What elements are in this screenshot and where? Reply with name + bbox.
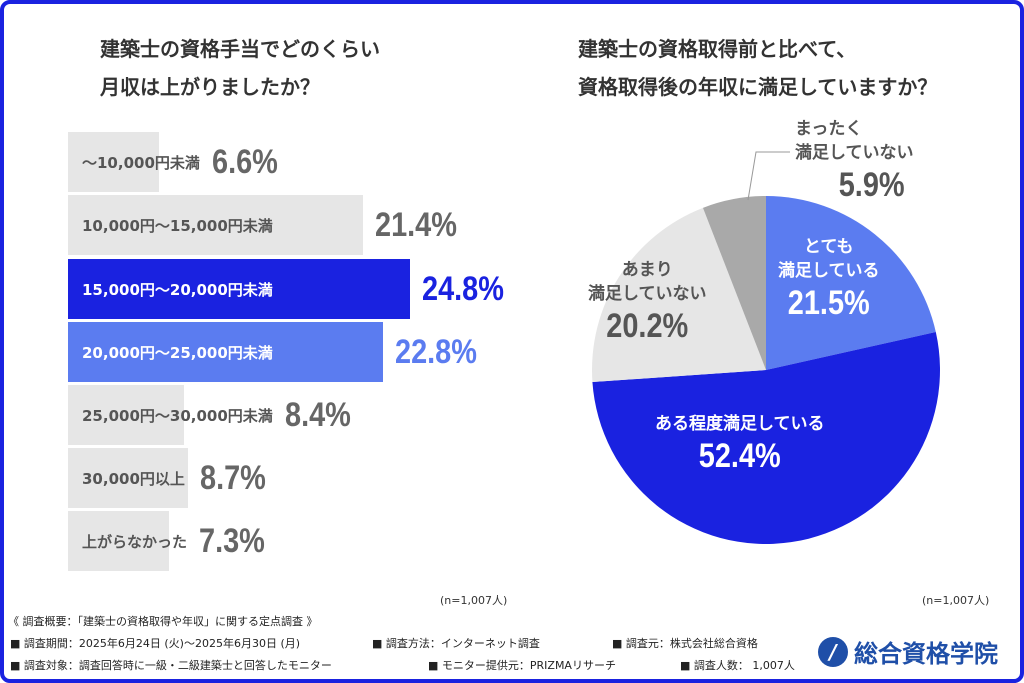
bar: [68, 511, 169, 571]
bar: [68, 322, 383, 382]
bar-value-label: 8.4%: [284, 395, 351, 434]
title-line: 月収は上がりましたか？: [100, 75, 320, 99]
sogo-shikaku-logo-icon: /: [818, 636, 848, 667]
bar-row: 上がらなかった 7.3%: [68, 511, 277, 571]
bar-row: 10,000円～15,000円未満 21.4%: [68, 195, 472, 255]
bar-value-label: 24.8%: [422, 269, 505, 308]
bar: [68, 385, 184, 445]
pie-slice: [592, 332, 940, 545]
pie-slice: [766, 196, 936, 370]
bar-row: ～10,000円未満 6.6%: [68, 132, 289, 192]
bar-row: 25,000円～30,000円未満 8.4%: [68, 385, 362, 445]
bar-label: 10,000円～15,000円未満: [82, 216, 273, 235]
pie-label-text: 満足していない: [795, 143, 914, 163]
pie-label-text: とても: [803, 237, 854, 257]
pie-chart-sample-size: (n=1,007人): [922, 594, 990, 607]
pie-label-text: 満足している: [778, 261, 880, 281]
bar-label: 15,000円～20,000円未満: [82, 280, 273, 299]
pie-label-text: まったく: [795, 119, 863, 139]
bar-label: 30,000円以上: [82, 469, 185, 488]
logo-text: 総合資格学院: [854, 640, 998, 668]
bar-value-label: 8.7%: [200, 458, 266, 497]
pie-slice: [591, 207, 766, 383]
pie-label-text: あまり: [621, 260, 673, 280]
pie-value-label: 52.4%: [698, 437, 781, 475]
title-line: 建築士の資格手当でどのくらい: [100, 37, 380, 61]
bar: [68, 448, 189, 508]
pie-slice: [702, 196, 766, 370]
bar-value-label: 6.6%: [211, 142, 278, 181]
pie-value-label: 21.5%: [787, 284, 870, 322]
monitor-provider: ■ モニター提供元：PRIZMAリサーチ: [428, 659, 616, 672]
bar-value-label: 7.3%: [199, 521, 265, 560]
pie-label: まったく満足していない 5.9%: [795, 117, 914, 205]
bar-row: 20,000円～25,000円未満 22.8%: [68, 322, 491, 382]
bar-row: 15,000円～20,000円未満 24.8%: [68, 259, 519, 319]
pie-label-text: ある程度満足している: [655, 414, 825, 434]
bar: [68, 195, 364, 255]
pie-label-text: 満足していない: [588, 284, 707, 304]
bar: [68, 259, 411, 319]
title-line: 資格取得後の年収に満足していますか？: [578, 75, 938, 99]
survey-source: ■ 調査元：株式会社総合資格: [612, 637, 758, 650]
pie-label: あまり満足していない 20.2%: [588, 258, 707, 346]
bar-label: 上がらなかった: [82, 532, 188, 551]
title-line: 建築士の資格取得前と比べて、: [578, 37, 857, 61]
survey-method: ■ 調査方法：インターネット調査: [372, 637, 540, 650]
bar-label: ～10,000円未満: [82, 153, 200, 172]
bar-chart-sample-size: (n=1,007人): [440, 594, 508, 607]
survey-heading: 《 調査概要：「建築士の資格取得や年収」に関する定点調査 》: [8, 615, 318, 628]
bar-value-label: 22.8%: [394, 332, 477, 371]
pie-value-label: 5.9%: [838, 166, 905, 204]
survey-count: ■ 調査人数： 1,007人: [680, 659, 795, 672]
bar: [68, 132, 160, 192]
bar-label: 20,000円～25,000円未満: [82, 343, 273, 362]
pie-value-label: 20.2%: [606, 307, 689, 345]
logo: / 総合資格学院: [818, 634, 998, 669]
bar-row: 30,000円以上 8.7%: [68, 448, 278, 508]
bar-label: 25,000円～30,000円未満: [82, 406, 273, 425]
survey-period: ■ 調査期間：2025年6月24日 (火)～2025年6月30日 (月): [10, 637, 301, 650]
bar-chart-title: 建築士の資格手当でどのくらい 月収は上がりましたか？: [100, 30, 380, 106]
pie-label: ある程度満足している 52.4%: [655, 412, 825, 476]
pie-label: とても満足している 21.5%: [778, 235, 880, 323]
bar-value-label: 21.4%: [375, 205, 458, 244]
pie-chart-title: 建築士の資格取得前と比べて、 資格取得後の年収に満足していますか？: [578, 30, 937, 106]
survey-target: ■ 調査対象：調査回答時に一級・二級建築士と回答したモニター: [10, 659, 332, 672]
leader-line: [747, 151, 790, 201]
